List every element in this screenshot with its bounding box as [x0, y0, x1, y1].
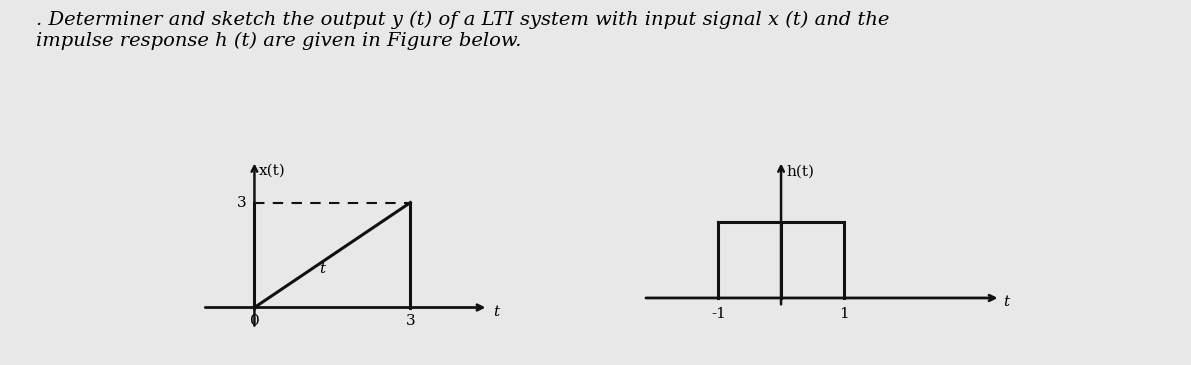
Text: 0: 0 [250, 314, 260, 328]
Text: t: t [319, 262, 325, 276]
Text: 1: 1 [838, 307, 849, 321]
Text: . Determiner and sketch the output y (t) of a LTI system with input signal x (t): . Determiner and sketch the output y (t)… [36, 11, 890, 50]
Text: 3: 3 [237, 196, 247, 210]
Text: x(t): x(t) [258, 164, 286, 178]
Text: t: t [493, 305, 500, 319]
Text: h(t): h(t) [786, 164, 815, 178]
Text: -1: -1 [711, 307, 725, 321]
Text: 3: 3 [406, 314, 416, 328]
Text: t: t [1004, 295, 1010, 309]
